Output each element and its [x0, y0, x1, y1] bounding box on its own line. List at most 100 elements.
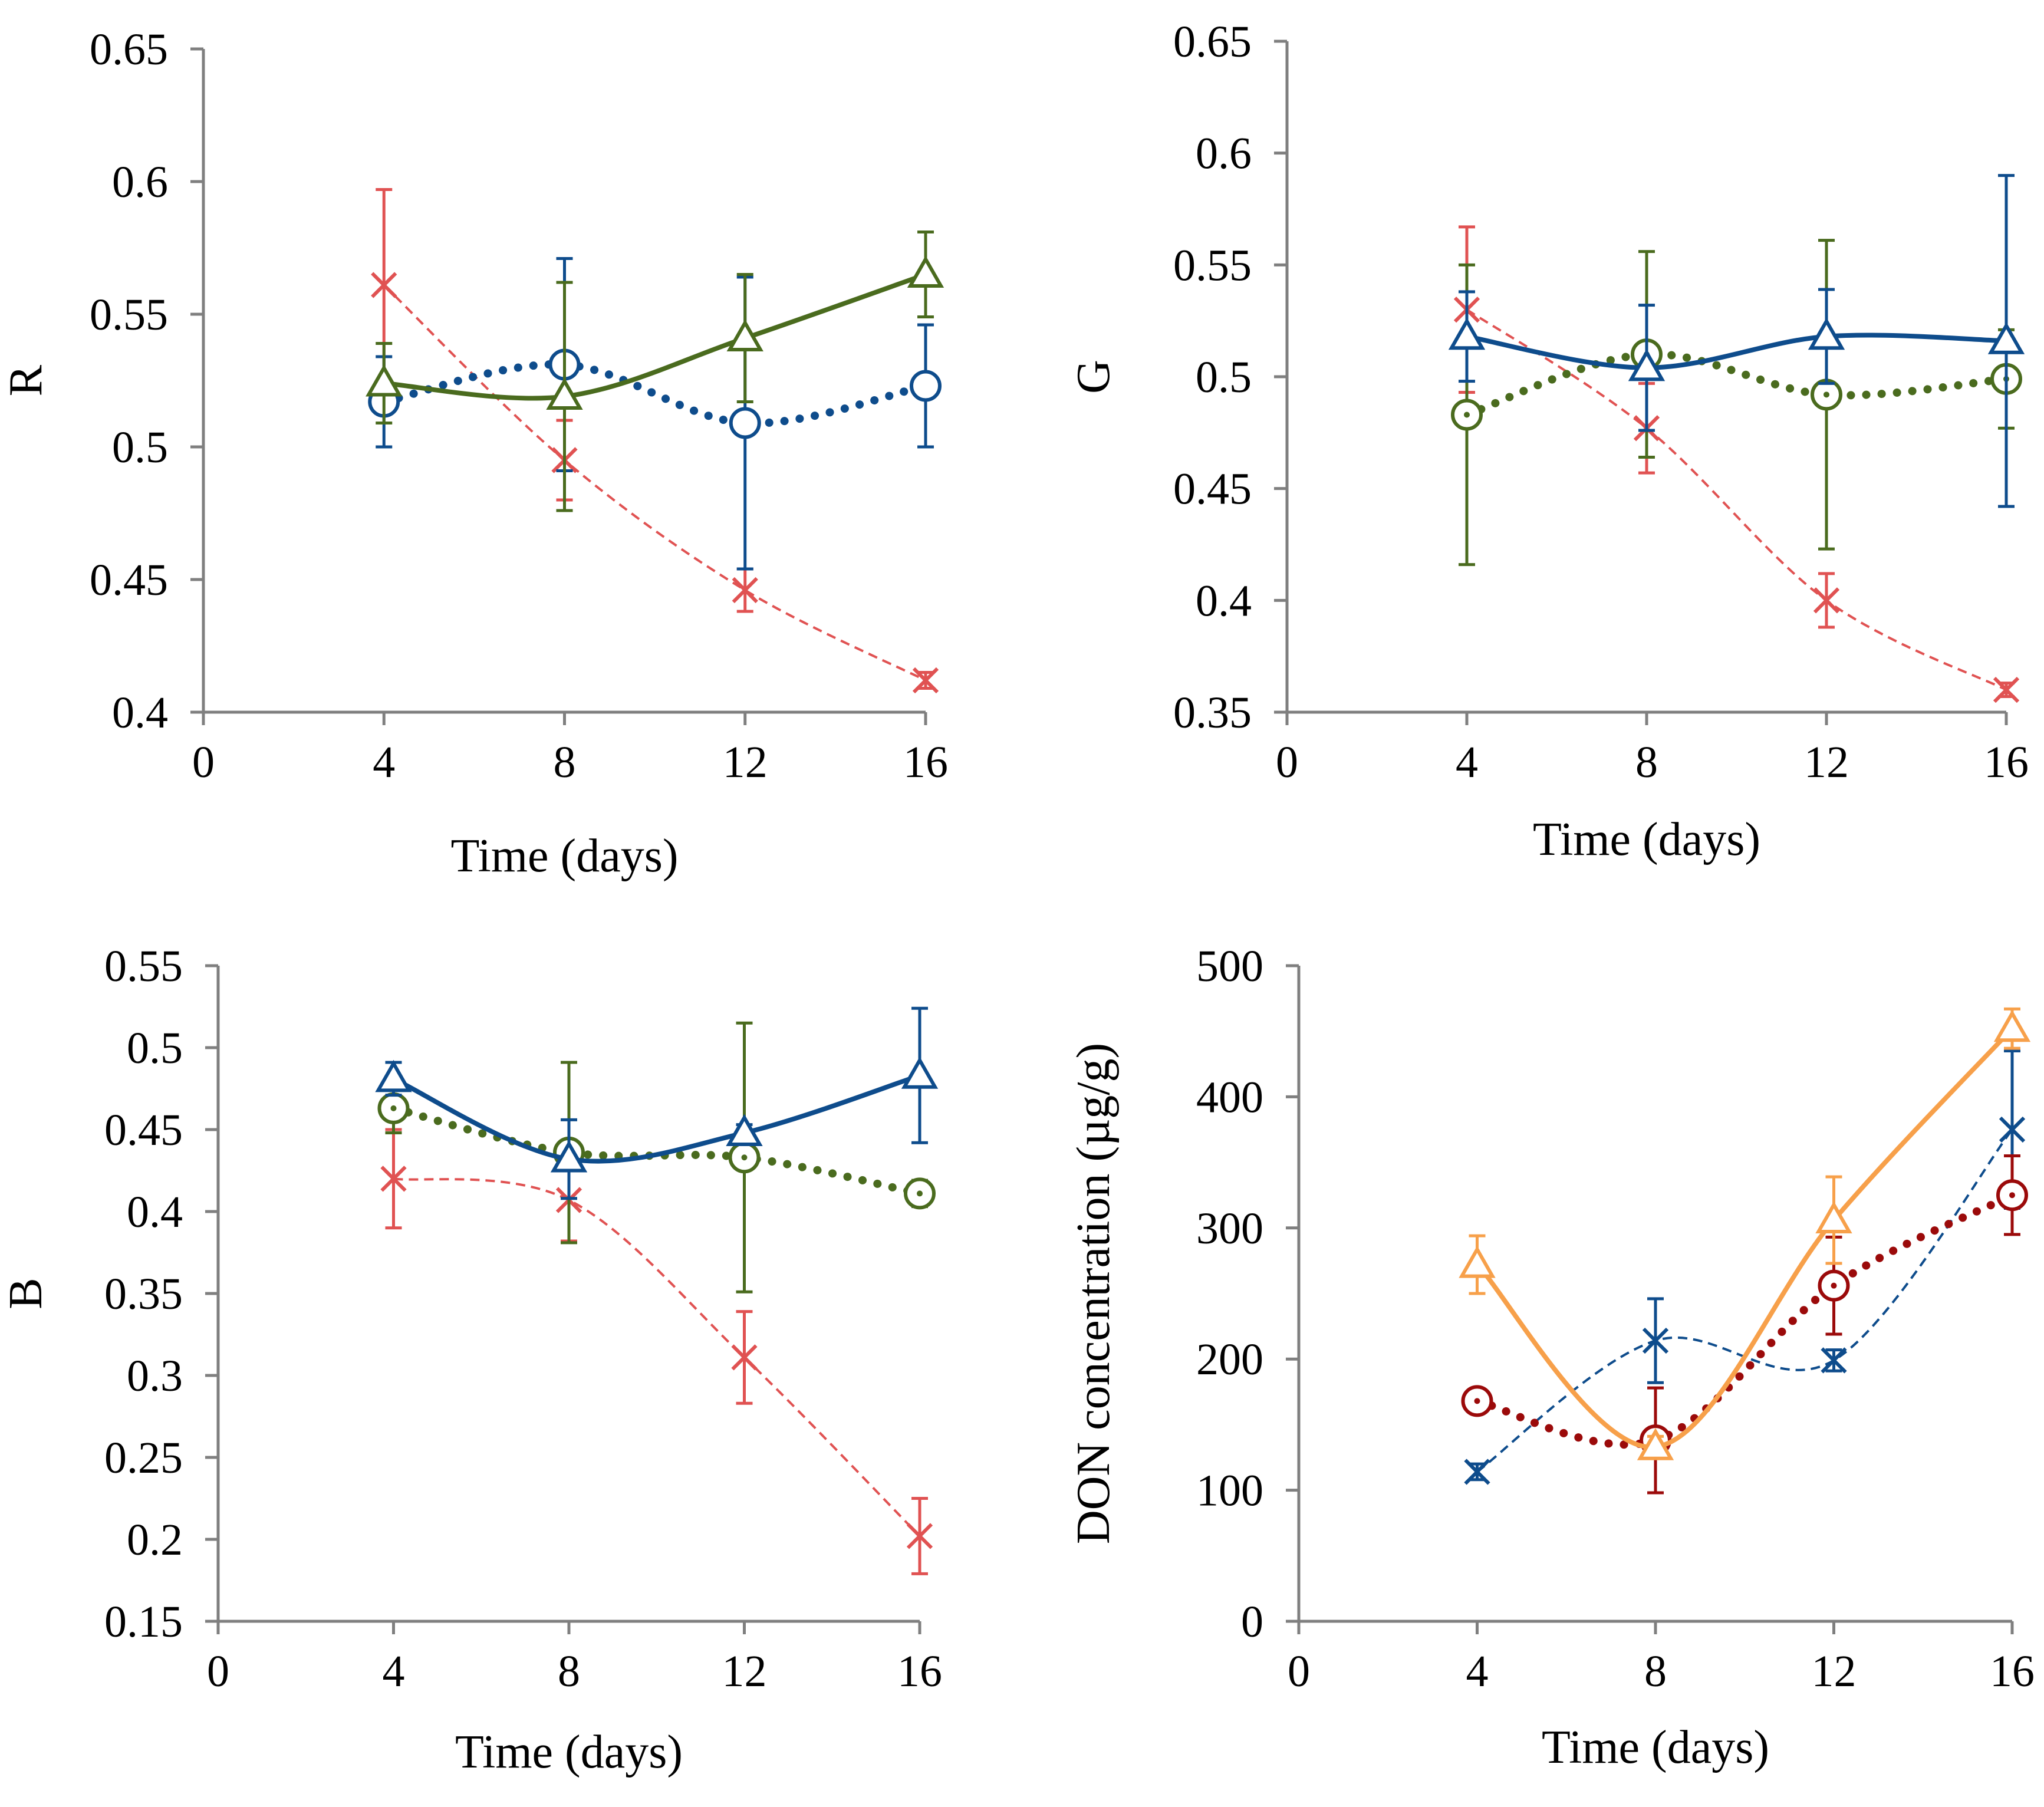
chart-r-green-triangle-point [366, 364, 403, 397]
chart-b-ytick-label: 0.4 [127, 1187, 183, 1237]
chart-don-blue-cross-point-stroke-b [1464, 1459, 1490, 1485]
chart-g-blue-triangle-point [1628, 348, 1666, 381]
chart-don-orange-triangle-point-shape [1815, 1201, 1852, 1233]
chart-r-xtick-label: 12 [723, 738, 768, 787]
chart-g-green-circle-point-dot [1824, 391, 1829, 398]
chart-b-red-cross-point [380, 1166, 407, 1192]
chart-r-xtick-label: 4 [373, 738, 395, 787]
chart-g-blue-triangle-point [1808, 317, 1845, 350]
chart-don-darkred-circle-point-dot [2009, 1192, 2015, 1199]
chart-r-red-cross-point-stroke-b [912, 667, 939, 694]
chart-b-blue-triangle-point-shape [726, 1114, 763, 1147]
chart-don-blue-cross-point-stroke-b [1642, 1327, 1669, 1354]
chart-g-red-cross-point-stroke-b [1813, 587, 1840, 614]
chart-g-blue-triangle-point-shape [1628, 348, 1666, 381]
chart-b-blue-triangle-point [375, 1059, 412, 1092]
chart-don-blue-cross-line [1476, 1128, 2013, 1473]
chart-r-red-cross-point [371, 272, 397, 298]
chart-don-y-axis-title: DON concentration (µg/g) [1068, 1043, 1120, 1544]
chart-don-orange-triangle-point [1993, 1009, 2031, 1042]
chart-b-ytick-label: 0.15 [104, 1597, 183, 1647]
chart-r-blue-circle-point [910, 370, 942, 402]
chart-b-blue-triangle-point-shape [375, 1059, 412, 1092]
chart-don-darkred-circle-point [1818, 1269, 1850, 1302]
chart-b-ytick-label: 0.45 [104, 1105, 183, 1155]
chart-r-green-triangle-point [546, 377, 583, 410]
chart-g-ytick-label: 0.55 [1173, 241, 1252, 290]
chart-g-xtick-label: 12 [1804, 738, 1849, 787]
chart-don-xtick-label: 16 [1990, 1647, 2035, 1696]
chart-b-xtick-label: 8 [558, 1647, 580, 1696]
chart-g-xtick-label: 0 [1276, 738, 1298, 787]
chart-b-xtick-label: 4 [383, 1647, 405, 1696]
chart-don-darkred-circle-point [1461, 1385, 1493, 1417]
chart-g-blue-triangle-line [1464, 333, 2009, 370]
chart-r-red-cross-point-stroke-b [732, 577, 758, 604]
chart-b-blue-triangle-point-shape [901, 1056, 939, 1089]
chart-g-ytick-label: 0.4 [1196, 576, 1252, 626]
chart-r: 0.4 0.45 0.5 0.55 0.6 0.65 0 4 8 12 16 Time (days) R [0, 0, 1022, 902]
chart-don-xtick-label: 12 [1812, 1647, 1857, 1696]
chart-r-red-cross-line [383, 284, 926, 682]
chart-don-ytick-label: 200 [1196, 1335, 1263, 1384]
chart-r-green-triangle-point-shape [726, 319, 763, 351]
chart-r-blue-circle-point-ring [729, 407, 761, 439]
chart-b-red-cross-point-stroke-b [731, 1344, 758, 1371]
chart-b-red-cross-point-stroke-b [906, 1523, 933, 1549]
chart-g-xtick-label: 8 [1635, 738, 1658, 787]
chart-don-darkred-circle-point-dot [1474, 1398, 1480, 1404]
chart-r-ytick-label: 0.45 [90, 555, 168, 605]
chart-b: 0.15 0.2 0.25 0.3 0.35 0.4 0.45 0.5 0.55 0 4 8 12 16 T… [0, 902, 1022, 1807]
chart-r-blue-circle-point [729, 407, 761, 439]
chart-don-blue-cross-point-stroke-b [1999, 1116, 2026, 1143]
chart-don-x-axis-title: Time (days) [1542, 1722, 1769, 1773]
chart-b-blue-triangle-point [901, 1056, 939, 1089]
chart-don-svg: 0 100 200 300 400 500 0 4 8 12 16 Time (days) DON co… [1068, 942, 2035, 1773]
chart-g-ytick-label: 0.5 [1196, 353, 1252, 402]
chart-g-red-cross-point-stroke-b [1993, 676, 2020, 703]
chart-g-green-circle-point [1451, 399, 1483, 431]
chart-don-darkred-circle-line [1473, 1191, 2016, 1449]
chart-g-svg: 0.35 0.4 0.45 0.5 0.55 0.6 0.65 0 4 8 12 16 Time (da… [1068, 17, 2029, 865]
chart-b-xtick-label: 0 [207, 1647, 229, 1696]
chart-r-xtick-label: 16 [903, 738, 948, 787]
chart-don-ytick-label: 500 [1196, 942, 1263, 991]
chart-g-red-cross-line [1466, 308, 2007, 691]
chart-don-blue-cross-point [1999, 1116, 2026, 1143]
chart-g-x-axis-title: Time (days) [1533, 814, 1760, 865]
chart-b-blue-triangle-line [391, 1073, 922, 1164]
chart-r-ytick-label: 0.6 [112, 157, 168, 207]
chart-r-green-triangle-point-shape [546, 377, 583, 410]
chart-g-ytick-label: 0.35 [1173, 688, 1252, 738]
chart-don-orange-triangle-point-shape [1459, 1246, 1496, 1278]
chart-g-red-cross-point [1993, 676, 2020, 703]
chart-b-blue-triangle-point [726, 1114, 763, 1147]
chart-b-ytick-label: 0.2 [127, 1515, 183, 1565]
chart-b-green-circle-point [904, 1177, 936, 1210]
chart-r-ytick-label: 0.4 [112, 688, 168, 738]
chart-b-ytick-label: 0.55 [104, 942, 183, 991]
chart-b-green-circle-point [377, 1092, 410, 1124]
chart-b-blue-triangle-point [550, 1140, 588, 1173]
chart-r-red-cross-point-stroke-b [371, 272, 397, 298]
chart-g-blue-triangle-point [1448, 317, 1486, 350]
chart-r-ytick-label: 0.65 [90, 25, 168, 74]
chart-b-red-cross-point-stroke-b [380, 1166, 407, 1192]
chart-don-xtick-label: 4 [1466, 1647, 1489, 1696]
chart-b-blue-triangle-point-shape [550, 1140, 588, 1173]
chart-don-orange-triangle-point-shape [1637, 1428, 1674, 1460]
chart-b-green-circle-point-dot [390, 1105, 397, 1111]
chart-g-y-axis-title: G [1068, 360, 1120, 394]
chart-r-xtick-label: 8 [554, 738, 576, 787]
chart-don-orange-triangle-point-shape [1993, 1009, 2031, 1042]
chart-b-svg: 0.15 0.2 0.25 0.3 0.35 0.4 0.45 0.5 0.55 0 4 8 12 16 T… [0, 942, 942, 1778]
chart-don-orange-triangle-line [1474, 1026, 2015, 1450]
chart-don: 0 100 200 300 400 500 0 4 8 12 16 Time (days) DON co… [1022, 902, 2044, 1807]
chart-g-blue-triangle-point-shape [1448, 317, 1486, 350]
chart-g-red-cross-point [1813, 587, 1840, 614]
chart-don-darkred-circle-point [1996, 1179, 2028, 1212]
chart-don-ytick-label: 100 [1196, 1466, 1263, 1516]
chart-g-green-circle-point-dot [1464, 412, 1470, 418]
chart-b-x-axis-title: Time (days) [455, 1726, 683, 1778]
chart-r-xtick-label: 0 [192, 738, 215, 787]
